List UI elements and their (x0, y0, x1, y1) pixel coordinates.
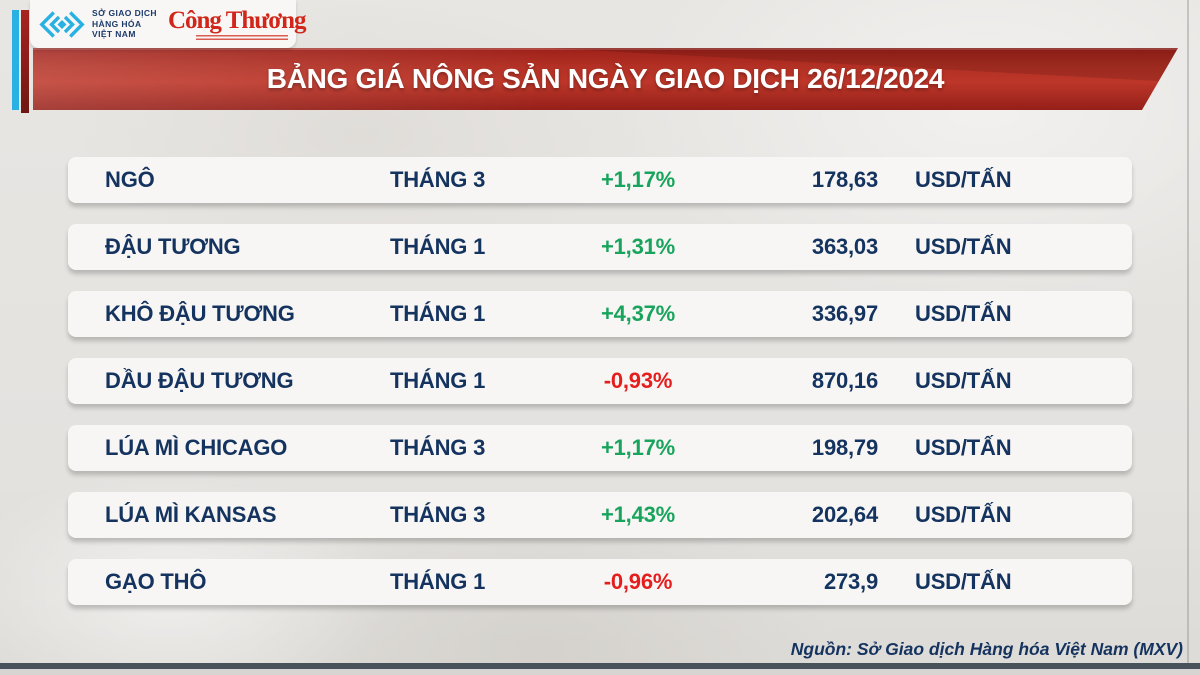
change-percent: +1,17% (600, 167, 676, 192)
change-percent: +1,31% (600, 234, 676, 259)
commodity-name: GẠO THÔ (105, 569, 207, 594)
table-row: KHÔ ĐẬU TƯƠNG THÁNG 1 +4,37% 336,97 USD/… (68, 291, 1132, 337)
price-value: 198,79 (811, 435, 878, 460)
price-value: 336,97 (811, 301, 878, 326)
price-value: 178,63 (811, 167, 878, 192)
commodity-name: ĐẬU TƯƠNG (105, 234, 241, 259)
price-value: 202,64 (811, 502, 878, 527)
mxv-logo-center-diamond (57, 19, 67, 29)
price-unit: USD/TẤN (915, 234, 1012, 259)
price-unit: USD/TẤN (915, 502, 1012, 527)
change-percent: -0,93% (603, 368, 673, 393)
accent-bar-cyan (12, 10, 19, 110)
change-percent: +1,17% (600, 435, 676, 460)
source-attribution: Nguồn: Sở Giao dịch Hàng hóa Việt Nam (M… (790, 639, 1183, 659)
commodity-name: LÚA MÌ CHICAGO (105, 435, 288, 460)
price-unit: USD/TẤN (915, 301, 1012, 326)
contract-month: THÁNG 3 (390, 435, 486, 460)
price-unit: USD/TẤN (915, 569, 1012, 594)
mxv-logo-line1: SỞ GIAO DỊCH (92, 8, 157, 19)
price-table: NGÔ THÁNG 3 +1,17% 178,63 USD/TẤN ĐẬU TƯ… (68, 157, 1132, 626)
contract-month: THÁNG 1 (390, 368, 486, 393)
table-row: GẠO THÔ THÁNG 1 -0,96% 273,9 USD/TẤN (68, 559, 1132, 605)
table-row: LÚA MÌ KANSAS THÁNG 3 +1,43% 202,64 USD/… (68, 492, 1132, 538)
table-row: ĐẬU TƯƠNG THÁNG 1 +1,31% 363,03 USD/TẤN (68, 224, 1132, 270)
contract-month: THÁNG 1 (390, 569, 486, 594)
background-divider-line (1187, 0, 1189, 675)
contract-month: THÁNG 1 (390, 301, 486, 326)
price-unit: USD/TẤN (915, 167, 1012, 192)
change-percent: +1,43% (600, 502, 676, 527)
change-percent: +4,37% (600, 301, 676, 326)
accent-bar-red (21, 10, 29, 113)
page-title: BẢNG GIÁ NÔNG SẢN NGÀY GIAO DỊCH 26/12/2… (266, 63, 945, 94)
commodity-name: LÚA MÌ KANSAS (105, 502, 277, 527)
contract-month: THÁNG 1 (390, 234, 486, 259)
commodity-name: KHÔ ĐẬU TƯƠNG (105, 301, 295, 326)
table-row: DẦU ĐẬU TƯƠNG THÁNG 1 -0,93% 870,16 USD/… (68, 358, 1132, 404)
mxv-logo-text: SỞ GIAO DỊCH HÀNG HÓA VIỆT NAM (92, 8, 157, 39)
mxv-logo-line3: VIỆT NAM (92, 29, 136, 40)
contract-month: THÁNG 3 (390, 167, 486, 192)
congthuong-logo: Công Thương (167, 7, 307, 40)
title-banner: BẢNG GIÁ NÔNG SẢN NGÀY GIAO DỊCH 26/12/2… (33, 48, 1178, 110)
price-unit: USD/TẤN (915, 368, 1012, 393)
bottom-strip-dark (0, 663, 1200, 669)
commodity-name: DẦU ĐẬU TƯƠNG (105, 368, 294, 393)
bottom-strip-light (0, 669, 1200, 675)
price-value: 870,16 (811, 368, 878, 393)
price-value: 363,03 (811, 234, 878, 259)
header-logo-card: SỞ GIAO DỊCH HÀNG HÓA VIỆT NAM Công Thươ… (30, 0, 307, 48)
mxv-logo-icon (39, 10, 85, 38)
change-percent: -0,96% (603, 569, 673, 594)
table-row: LÚA MÌ CHICAGO THÁNG 3 +1,17% 198,79 USD… (68, 425, 1132, 471)
congthuong-logo-text: Công Thương (167, 7, 307, 34)
congthuong-tagline-lines (195, 35, 288, 40)
commodity-name: NGÔ (105, 167, 155, 192)
price-unit: USD/TẤN (915, 435, 1012, 460)
mxv-logo-line2: HÀNG HÓA (92, 18, 142, 29)
contract-month: THÁNG 3 (390, 502, 486, 527)
price-value: 273,9 (823, 569, 878, 594)
table-row: NGÔ THÁNG 3 +1,17% 178,63 USD/TẤN (68, 157, 1132, 203)
